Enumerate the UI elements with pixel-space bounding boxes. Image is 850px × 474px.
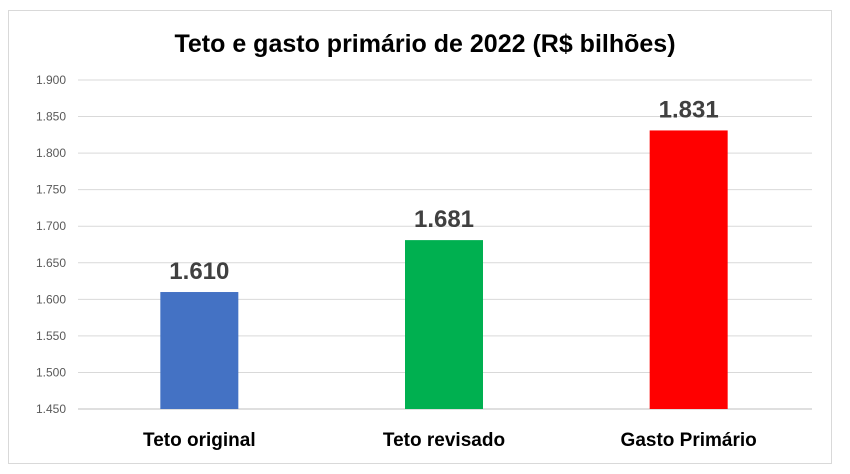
y-tick-label: 1.450 — [36, 402, 66, 416]
y-tick-label: 1.550 — [36, 329, 66, 343]
bar — [649, 130, 728, 410]
chart-title: Teto e gasto primário de 2022 (R$ bilhõe… — [174, 30, 675, 58]
y-tick-label: 1.700 — [36, 219, 66, 233]
data-label: 1.831 — [659, 96, 719, 123]
x-axis: Teto original Teto revisado Gasto Primário — [143, 430, 757, 451]
data-labels: 1.610 1.681 1.831 — [169, 96, 718, 285]
y-tick-label: 1.650 — [36, 256, 66, 270]
y-tick-label: 1.900 — [36, 73, 66, 87]
x-category-label: Teto revisado — [383, 430, 505, 451]
bars — [160, 130, 728, 410]
data-label: 1.610 — [169, 258, 229, 285]
x-category-label: Gasto Primário — [621, 430, 757, 451]
y-tick-label: 1.600 — [36, 292, 66, 306]
bar — [160, 292, 239, 409]
x-category-label: Teto original — [143, 430, 256, 451]
y-tick-label: 1.750 — [36, 183, 66, 197]
bar — [405, 240, 483, 409]
y-axis: 1.450 1.500 1.550 1.600 1.650 1.700 1.750 1.800… — [36, 73, 66, 416]
y-tick-label: 1.800 — [36, 146, 66, 160]
y-tick-label: 1.850 — [36, 110, 66, 124]
data-label: 1.681 — [414, 206, 474, 233]
y-tick-label: 1.500 — [36, 365, 66, 379]
